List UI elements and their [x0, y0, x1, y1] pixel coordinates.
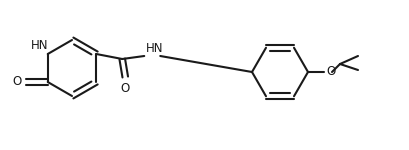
- Text: HN: HN: [31, 39, 49, 52]
- Text: O: O: [120, 82, 130, 95]
- Text: O: O: [325, 66, 335, 78]
- Text: HN: HN: [146, 42, 163, 55]
- Text: O: O: [12, 75, 22, 88]
